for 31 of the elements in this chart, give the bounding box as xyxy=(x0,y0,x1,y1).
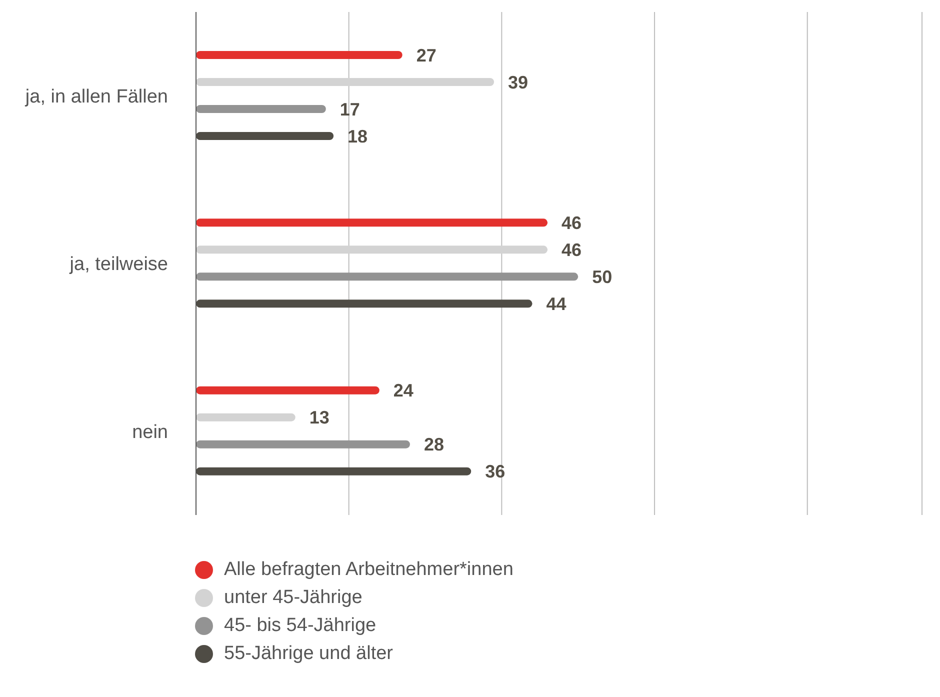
bar xyxy=(196,386,380,394)
data-label: 44 xyxy=(546,294,566,314)
data-label: 17 xyxy=(340,99,360,120)
y-tick-label: ja, teilweise xyxy=(68,254,168,276)
bar xyxy=(196,467,472,476)
bar xyxy=(196,246,548,254)
y-tick-label: ja, in allen Fällen xyxy=(24,86,168,108)
bar xyxy=(196,300,532,308)
data-label: 39 xyxy=(508,72,528,92)
data-label: 36 xyxy=(485,462,506,482)
data-label: 28 xyxy=(424,434,444,455)
data-label: 27 xyxy=(416,45,436,66)
bar xyxy=(196,105,326,113)
data-label: 46 xyxy=(562,240,582,260)
legend-label: 45- bis 54-Jährige xyxy=(224,615,376,637)
legend-label: 55-Jährige und älter xyxy=(224,643,393,665)
bar xyxy=(196,413,296,422)
bar xyxy=(196,51,402,59)
data-label: 24 xyxy=(393,380,414,401)
bar xyxy=(196,440,410,448)
legend-label: unter 45-Jährige xyxy=(224,587,362,609)
bar xyxy=(196,218,548,227)
bar xyxy=(196,272,578,281)
bar xyxy=(196,132,334,140)
legend-label: Alle befragten Arbeitnehmer*innen xyxy=(224,559,514,581)
data-label: 46 xyxy=(562,213,582,234)
data-label: 13 xyxy=(309,408,330,428)
bar xyxy=(196,78,494,86)
data-label: 18 xyxy=(348,126,368,146)
data-label: 50 xyxy=(592,267,612,288)
y-tick-label: nein xyxy=(132,422,168,443)
